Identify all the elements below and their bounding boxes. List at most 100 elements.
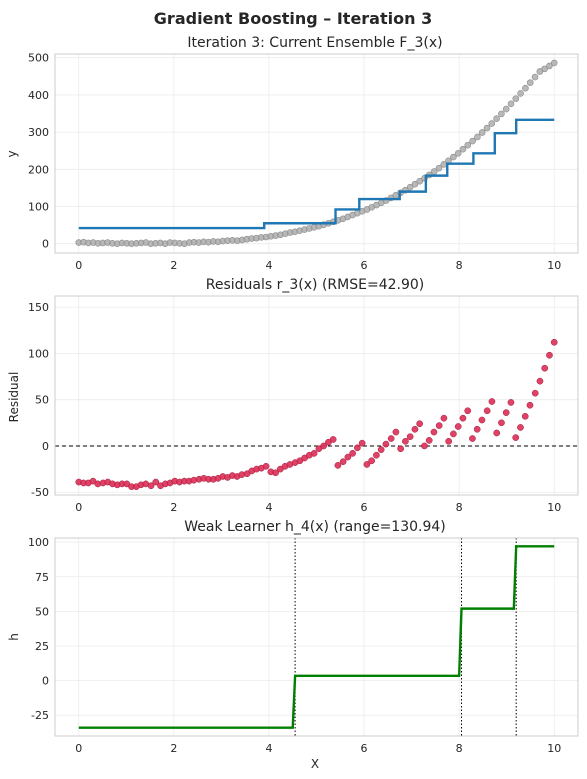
residual-point bbox=[507, 399, 515, 406]
ensemble-y-axis-label: y bbox=[5, 150, 19, 157]
ensemble-y-tick-label: 100 bbox=[28, 201, 49, 214]
weak-learner-y-tick-label: 50 bbox=[35, 605, 49, 618]
ensemble-data-point bbox=[493, 115, 500, 123]
residuals-x-tick-label: 10 bbox=[547, 501, 561, 514]
ensemble-data-point bbox=[546, 62, 553, 70]
weak-learner-x-tick-label: 10 bbox=[547, 742, 561, 755]
ensemble-x-tick-label: 8 bbox=[456, 259, 463, 272]
ensemble-data-point bbox=[411, 180, 419, 188]
residual-point bbox=[440, 414, 448, 422]
weak-learner-step-line bbox=[78, 545, 555, 729]
ensemble-step-line bbox=[78, 118, 555, 230]
residual-point bbox=[349, 449, 356, 457]
residual-point bbox=[373, 451, 380, 459]
ensemble-panel-title: Iteration 3: Current Ensemble F_3(x) bbox=[187, 35, 442, 51]
ensemble-data-point bbox=[502, 105, 510, 113]
ensemble-data-point bbox=[474, 133, 481, 141]
residual-point bbox=[546, 351, 553, 359]
ensemble-data-point bbox=[526, 79, 534, 86]
ensemble-data-point bbox=[450, 153, 457, 161]
residual-point bbox=[454, 423, 462, 430]
residuals-panel: Residuals r_3(x) (RMSE=42.90) Residual 0… bbox=[7, 277, 579, 514]
residual-point bbox=[411, 425, 419, 433]
residual-point bbox=[272, 469, 279, 477]
residuals-y-tick-label: 0 bbox=[42, 440, 49, 453]
residual-point bbox=[498, 419, 505, 427]
weak-learner-x-tick-label: 2 bbox=[170, 742, 177, 755]
residual-point bbox=[550, 338, 558, 346]
weak-learner-y-tick-label: -25 bbox=[31, 709, 49, 722]
residual-point bbox=[517, 424, 524, 431]
residual-point bbox=[541, 364, 549, 372]
residual-point bbox=[262, 462, 270, 470]
residual-point bbox=[478, 416, 486, 424]
residuals-panel-title: Residuals r_3(x) (RMSE=42.90) bbox=[206, 277, 424, 293]
weak-learner-x-tick-label: 0 bbox=[75, 742, 82, 755]
residual-point bbox=[358, 439, 366, 447]
ensemble-x-tick-label: 6 bbox=[361, 259, 368, 272]
residual-point bbox=[310, 449, 318, 457]
residual-point bbox=[152, 478, 160, 486]
residual-point bbox=[536, 377, 544, 385]
residual-point bbox=[521, 412, 529, 420]
residuals-y-tick-label: -50 bbox=[31, 486, 49, 499]
ensemble-data-point bbox=[507, 100, 515, 108]
residual-point bbox=[483, 407, 491, 415]
ensemble-data-point bbox=[550, 59, 558, 67]
residual-point bbox=[382, 440, 390, 448]
ensemble-x-tick-label: 4 bbox=[265, 259, 272, 272]
residual-point bbox=[430, 428, 438, 436]
weak-learner-panel-title: Weak Learner h_4(x) (range=130.94) bbox=[184, 519, 446, 535]
residual-point bbox=[445, 437, 453, 445]
ensemble-y-tick-label: 0 bbox=[42, 238, 49, 251]
ensemble-plot-frame bbox=[54, 53, 579, 254]
weak-learner-x-tick-label: 8 bbox=[456, 742, 463, 755]
residuals-x-tick-label: 2 bbox=[170, 501, 177, 514]
residual-point bbox=[469, 435, 476, 442]
residual-point bbox=[493, 429, 501, 437]
ensemble-data-point bbox=[483, 124, 491, 132]
residual-point bbox=[435, 422, 443, 429]
residual-point bbox=[368, 457, 376, 465]
residuals-x-tick-label: 8 bbox=[456, 501, 463, 514]
ensemble-data-point bbox=[512, 95, 520, 102]
residuals-x-tick-label: 4 bbox=[265, 501, 272, 514]
residuals-plot-frame bbox=[54, 295, 579, 496]
residual-point bbox=[512, 434, 520, 441]
residuals-x-tick-label: 0 bbox=[75, 501, 82, 514]
ensemble-y-tick-label: 300 bbox=[28, 126, 49, 139]
residual-point bbox=[502, 409, 510, 416]
residual-point bbox=[421, 442, 428, 450]
residual-point bbox=[329, 436, 337, 443]
weak-learner-y-tick-label: 0 bbox=[42, 675, 49, 688]
ensemble-x-tick-label: 0 bbox=[75, 259, 82, 272]
residual-point bbox=[334, 462, 342, 469]
residual-point bbox=[464, 407, 472, 415]
ensemble-data-point bbox=[406, 183, 414, 191]
figure-suptitle: Gradient Boosting – Iteration 3 bbox=[154, 9, 432, 28]
residual-point bbox=[459, 414, 467, 422]
weak-learner-x-tick-label: 6 bbox=[361, 742, 368, 755]
residual-point bbox=[354, 444, 361, 452]
residual-point bbox=[320, 442, 327, 450]
ensemble-data-point bbox=[488, 120, 496, 127]
residual-point bbox=[392, 428, 400, 436]
ensemble-data-point bbox=[541, 65, 548, 73]
ensemble-data-point bbox=[517, 90, 524, 97]
residual-point bbox=[473, 425, 481, 433]
ensemble-y-tick-label: 200 bbox=[28, 163, 49, 176]
residual-point bbox=[526, 401, 534, 409]
residual-point bbox=[450, 430, 457, 438]
residual-point bbox=[531, 389, 539, 397]
weak-learner-y-tick-label: 75 bbox=[35, 571, 49, 584]
residual-point bbox=[416, 420, 424, 428]
residual-point bbox=[363, 461, 371, 468]
residual-point bbox=[397, 445, 405, 453]
residual-point bbox=[387, 435, 395, 442]
ensemble-data-point bbox=[522, 84, 529, 92]
weak-learner-plot-frame bbox=[54, 537, 579, 737]
ensemble-data-point bbox=[459, 145, 467, 153]
weak-learner-panel: Weak Learner h_4(x) (range=130.94) h X 0… bbox=[7, 519, 579, 771]
residual-point bbox=[406, 433, 414, 441]
ensemble-data-point bbox=[498, 110, 505, 118]
